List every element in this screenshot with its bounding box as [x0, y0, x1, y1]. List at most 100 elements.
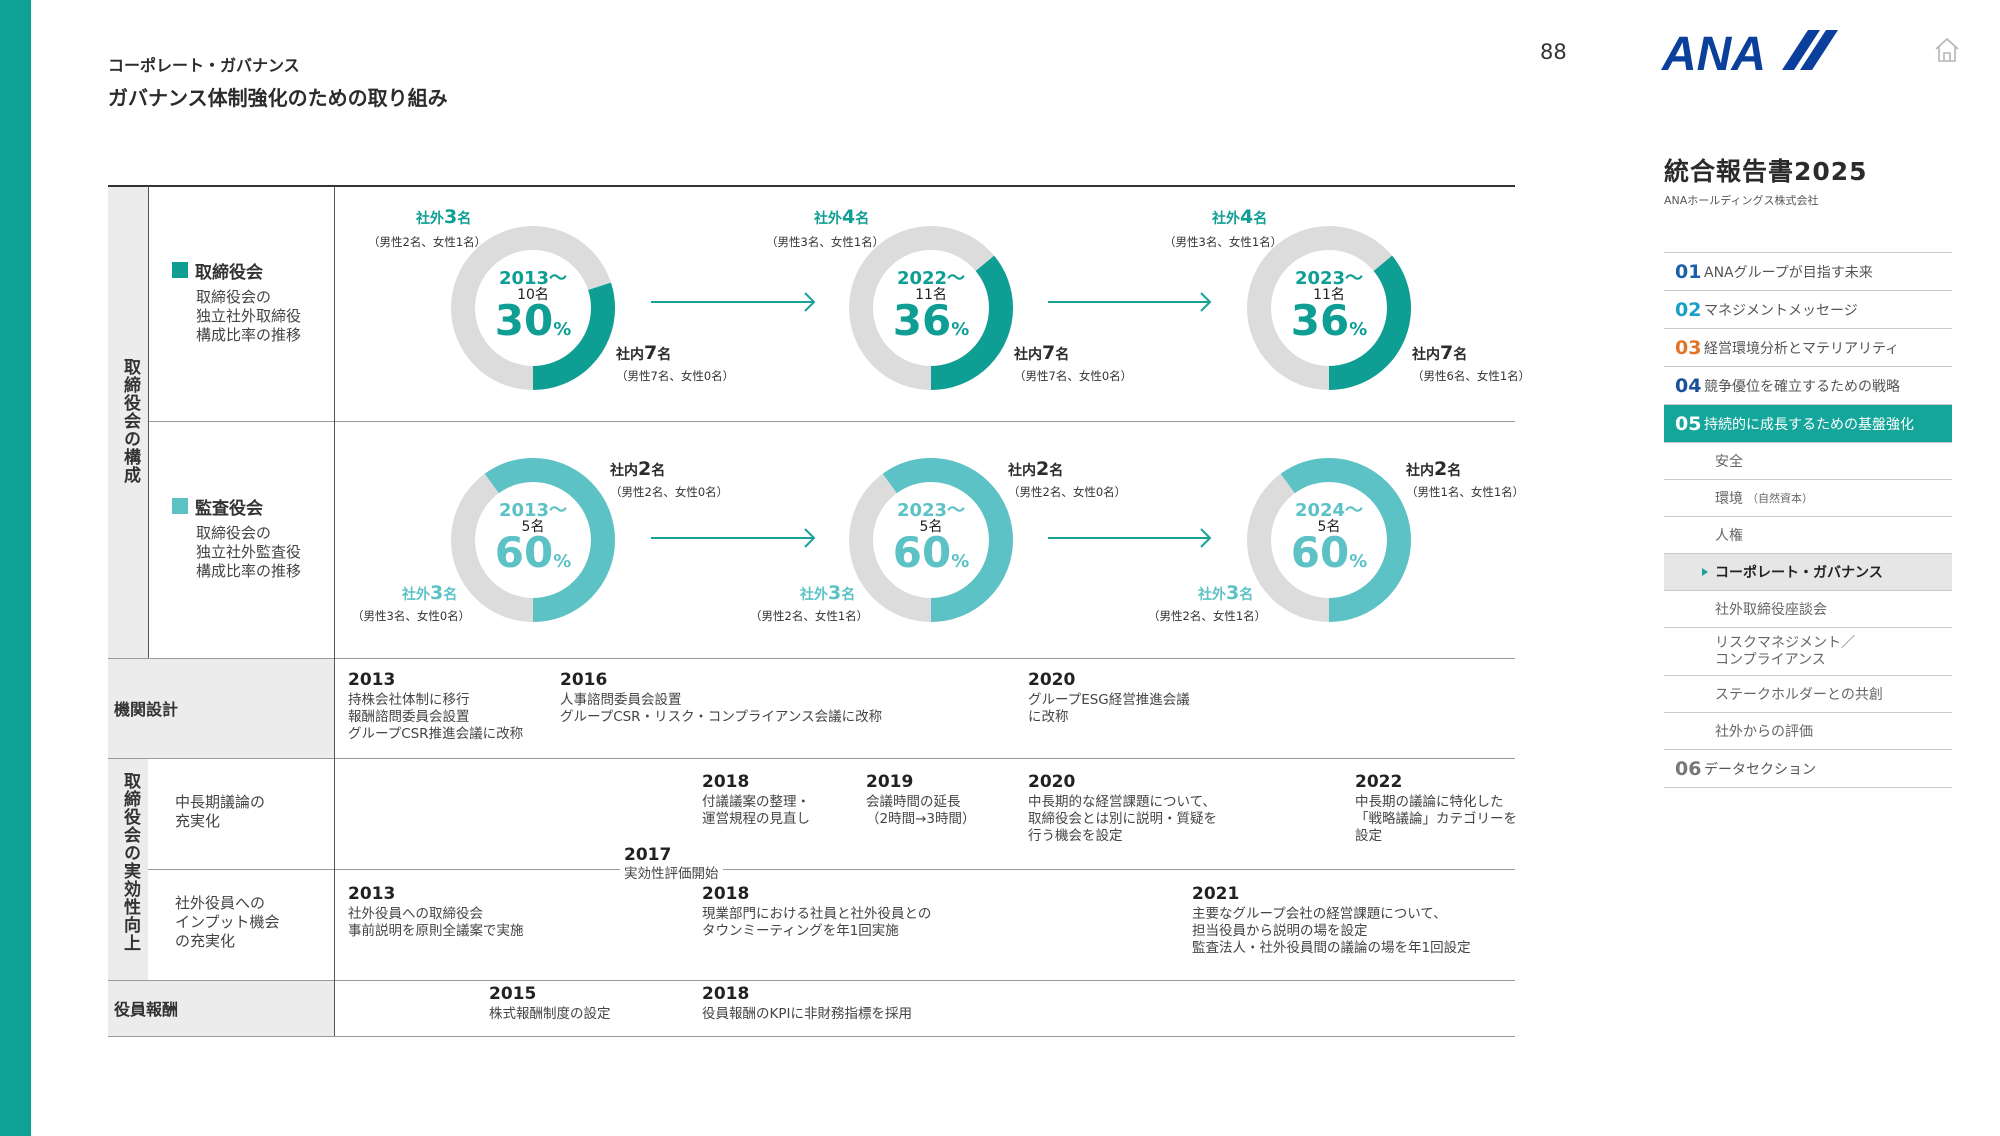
donut-year: 2013〜	[498, 268, 568, 289]
donut-percent: 36%	[1290, 296, 1368, 345]
event-year: 2022	[1355, 772, 1403, 792]
nav-sub-label: 社外取締役座談会	[1715, 602, 1827, 618]
accent-bar	[0, 0, 31, 1136]
outside-detail: （男性3名、女性1名）	[766, 235, 885, 249]
donut-total: 11名	[915, 287, 947, 303]
nav-item-03[interactable]: 03 経営環境分析とマテリアリティ	[1664, 329, 1952, 367]
event-text: 現業部門における社員と社外役員との タウンミーティングを年1回実施	[702, 906, 932, 939]
donut-total: 11名	[1313, 287, 1345, 303]
outside-detail: （男性2名、女性1名）	[1148, 609, 1267, 623]
event-text: 付議議案の整理・ 運営規程の見直し	[702, 794, 810, 827]
board-legend-desc: 取締役会の 独立社外取締役 構成比率の推移	[196, 288, 302, 344]
event-year: 2013	[348, 670, 396, 690]
page-title: ガバナンス体制強化のための取り組み	[108, 86, 448, 110]
nav-sub-safety[interactable]: 安全	[1664, 443, 1952, 480]
audit-legend-title: 監査役会	[195, 499, 263, 519]
home-icon[interactable]	[1933, 36, 1961, 68]
row-divider	[148, 869, 1515, 870]
board-legend-title: 取締役会	[195, 263, 263, 283]
outside-count: 社外3名	[416, 206, 472, 228]
section-label: コーポレート・ガバナンス	[108, 56, 300, 75]
nav-item-02[interactable]: 02 マネジメントメッセージ	[1664, 291, 1952, 329]
ana-logo[interactable]: ANA	[1660, 26, 1840, 81]
inside-count: 社内7名	[1412, 342, 1468, 364]
midterm-label: 中長期議論の 充実化	[175, 793, 266, 830]
event-year: 2018	[702, 884, 750, 904]
nav-label: 持続的に成長するための基盤強化	[1704, 416, 1914, 433]
nav-sub-label: コーポレート・ガバナンス	[1715, 565, 1883, 581]
audit-legend-swatch	[172, 498, 188, 514]
table-top-rule	[108, 185, 1515, 187]
composition-label: 取締役会の構成	[120, 358, 140, 484]
row-divider	[108, 658, 1515, 659]
donut-year: 2013〜	[498, 500, 568, 521]
nav-sub-label: リスクマネジメント／	[1715, 634, 1855, 651]
nav-sub-stakeholders[interactable]: ステークホルダーとの共創	[1664, 676, 1952, 713]
col-divider	[334, 186, 335, 1036]
donut-year: 2022〜	[896, 268, 966, 289]
nav-label: ANAグループが目指す未来	[1704, 264, 1873, 281]
nav-sub-label: 環境	[1715, 491, 1743, 507]
outside-count: 社外3名	[402, 582, 458, 604]
nav-item-06[interactable]: 06 データセクション	[1664, 750, 1952, 788]
nav-item-01[interactable]: 01 ANAグループが目指す未来	[1664, 253, 1952, 291]
event-text: 社外役員への取締役会 事前説明を原則全議案で実施	[348, 906, 524, 939]
event-year: 2020	[1028, 772, 1076, 792]
event-text: 株式報酬制度の設定	[489, 1006, 611, 1022]
nav-sub-roundtable[interactable]: 社外取締役座談会	[1664, 591, 1952, 628]
outside-count: 社外4名	[1212, 206, 1268, 228]
input-label: 社外役員への インプット機会 の充実化	[175, 894, 280, 950]
donut-year: 2023〜	[896, 500, 966, 521]
effectiveness-header-cell	[108, 758, 148, 980]
page-number: 88	[1540, 40, 1567, 64]
donut-total: 5名	[521, 519, 545, 535]
event-text: 会議時間の延長 （2時間→3時間）	[866, 794, 976, 827]
row-divider	[108, 758, 1515, 759]
composition-header-cell	[108, 186, 148, 658]
audit-outside-arc	[451, 458, 615, 622]
outside-count: 社外3名	[1198, 582, 1254, 604]
inside-detail: （男性2名、女性0名）	[610, 485, 729, 499]
event-text: 人事諮問委員会設置 グループCSR・リスク・コンプライアンス会議に改称	[560, 692, 883, 725]
donut-year: 2023〜	[1294, 268, 1364, 289]
company-name: ANAホールディングス株式会社	[1664, 194, 1819, 207]
arrow-right-icon	[651, 292, 816, 312]
col-divider	[148, 186, 149, 658]
nav-num: 03	[1675, 336, 1702, 359]
table-bottom-rule	[108, 1036, 1515, 1037]
nav-sub-risk[interactable]: リスクマネジメント／ コンプライアンス	[1664, 628, 1952, 676]
nav-sub-environment[interactable]: 環境 （自然資本）	[1664, 480, 1952, 517]
nav-sub-governance[interactable]: コーポレート・ガバナンス	[1664, 554, 1952, 591]
donut-total: 5名	[919, 519, 943, 535]
organ-label: 機関設計	[114, 700, 179, 719]
nav-item-05[interactable]: 05 持続的に成長するための基盤強化	[1664, 405, 1952, 443]
nav-item-04[interactable]: 04 競争優位を確立するための戦略	[1664, 367, 1952, 405]
event-year: 2018	[702, 984, 750, 1004]
donut-percent: 60%	[494, 528, 572, 577]
event-text: 中長期的な経営課題について、 取締役会とは別に説明・質疑を 行う機会を設定	[1028, 794, 1217, 844]
inside-count: 社内2名	[610, 458, 666, 480]
audit-outside-arc	[849, 458, 1013, 622]
inside-count: 社内2名	[1008, 458, 1064, 480]
donut-percent: 60%	[1290, 528, 1368, 577]
inside-detail: （男性7名、女性0名）	[616, 369, 735, 383]
logo-text: ANA	[1661, 28, 1766, 76]
nav-num: 04	[1675, 374, 1702, 397]
nav-sub-label: 社外からの評価	[1715, 724, 1813, 740]
event-year: 2015	[489, 984, 537, 1004]
board-legend-swatch	[172, 262, 188, 278]
donut-percent: 30%	[494, 296, 572, 345]
nav-sub-note: （自然資本）	[1747, 492, 1813, 505]
nav-num: 01	[1675, 260, 1702, 283]
inside-detail: （男性1名、女性1名）	[1406, 485, 1525, 499]
organ-header-cell	[108, 658, 334, 758]
outside-detail: （男性3名、女性0名）	[352, 609, 471, 623]
outside-detail: （男性2名、女性1名）	[368, 235, 487, 249]
donut-percent: 60%	[892, 528, 970, 577]
nav-sub-external[interactable]: 社外からの評価	[1664, 713, 1952, 750]
pay-label: 役員報酬	[114, 1000, 179, 1019]
nav-sub-human-rights[interactable]: 人権	[1664, 517, 1952, 554]
event-text: 持株会社体制に移行 報酬諮問委員会設置 グループCSR推進会議に改称	[348, 692, 524, 742]
event-text: 実効性評価開始	[620, 866, 723, 883]
